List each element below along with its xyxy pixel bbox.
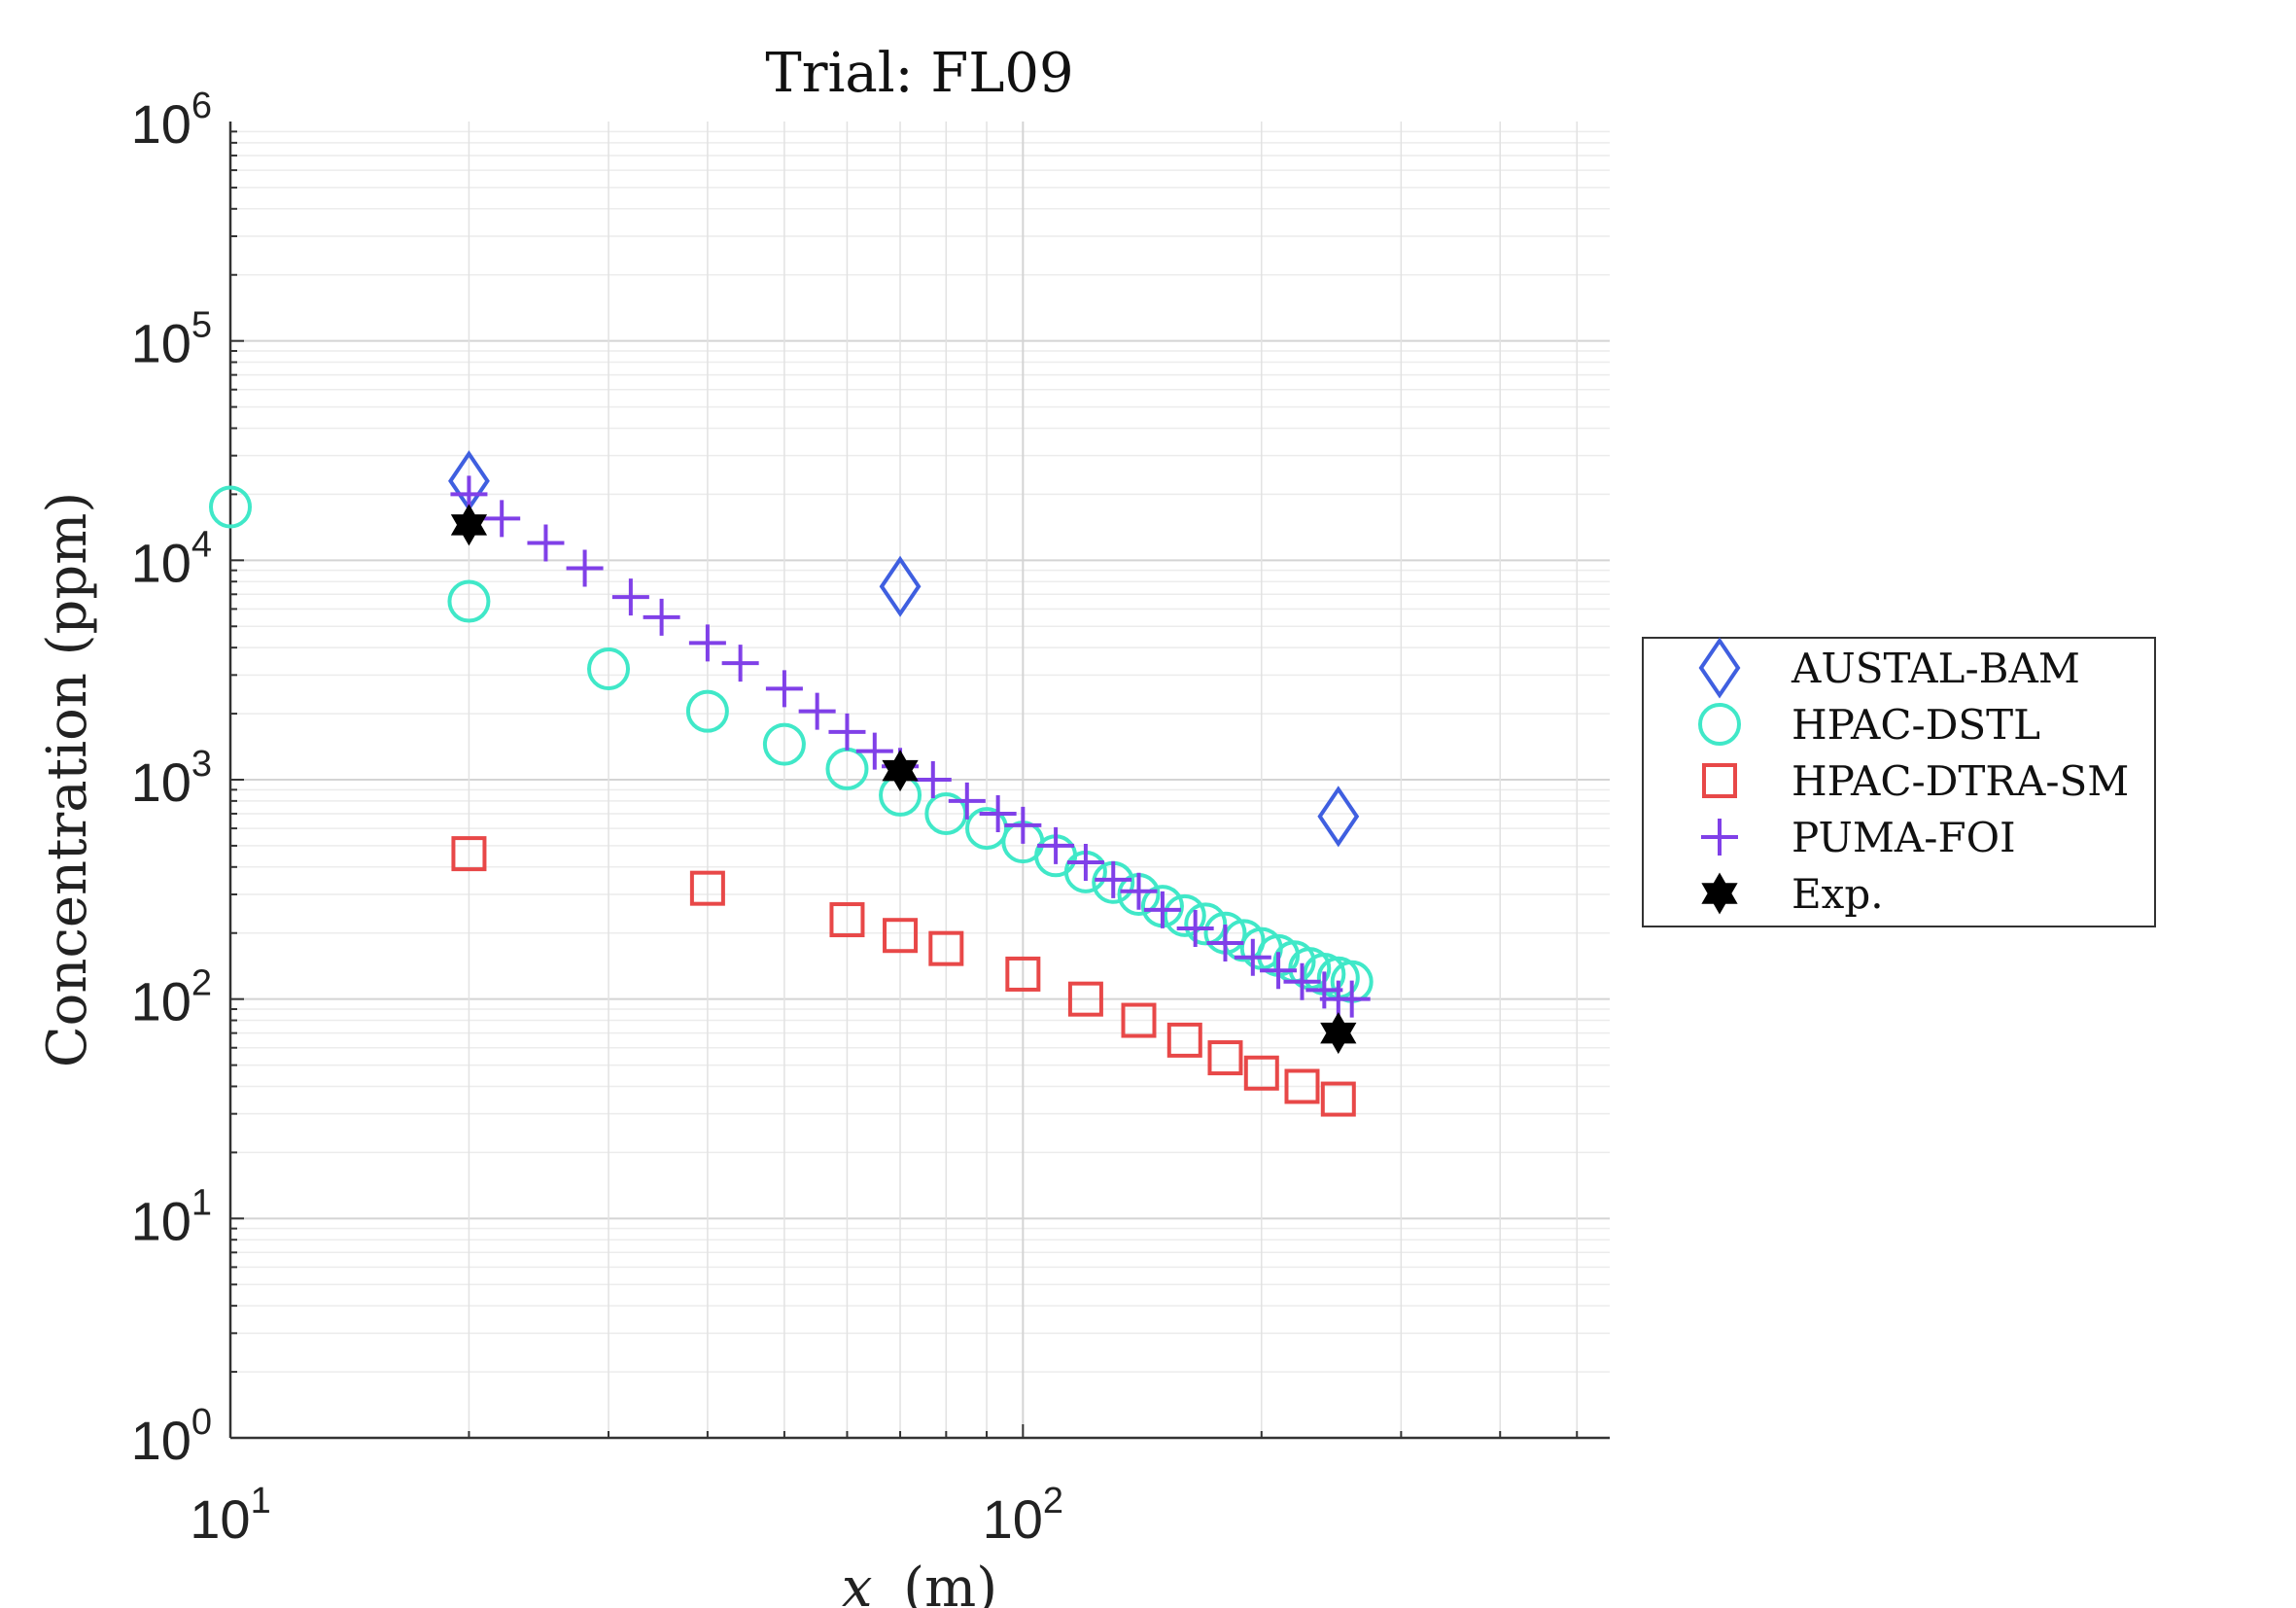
data-point-plus — [1333, 980, 1371, 1018]
y-tick-label: 104 — [131, 524, 212, 593]
x-tick-label: 102 — [983, 1481, 1063, 1550]
legend-entry: HPAC-DTRA-SM — [1702, 757, 2129, 805]
data-point-square — [928, 930, 964, 966]
data-point-plus — [765, 670, 803, 708]
data-point-plus — [1037, 826, 1075, 864]
data-point-plus — [1206, 925, 1244, 962]
data-point-hexagram — [450, 504, 488, 546]
legend-label: Exp. — [1792, 870, 1884, 918]
legend-entry: Exp. — [1701, 870, 1884, 918]
data-point-plus — [1176, 909, 1214, 947]
y-tick-label: 103 — [131, 744, 212, 813]
legend: AUSTAL-BAM HPAC-DSTL HPAC-DTRA-SM PUMA-FOI E… — [1642, 637, 2156, 927]
data-point-diamond — [1317, 786, 1360, 848]
data-point-plus — [611, 578, 649, 616]
data-point-plus — [979, 794, 1017, 832]
data-point-plus — [1004, 806, 1042, 844]
data-point-circle — [209, 485, 252, 529]
data-point-circle — [1163, 893, 1206, 937]
legend-marker-circle — [1698, 703, 1741, 746]
data-point-circle — [447, 579, 491, 623]
data-point-plus — [798, 692, 836, 730]
data-point-plus — [1120, 872, 1158, 910]
data-point-plus — [1066, 844, 1104, 882]
data-point-plus — [1260, 952, 1298, 990]
y-tick-label: 105 — [131, 305, 212, 374]
data-point-plus — [855, 732, 893, 770]
x-axis-label: x (m) — [842, 1556, 997, 1608]
data-point-square — [883, 918, 919, 954]
data-point-square — [1320, 1081, 1356, 1117]
legend-marker-diamond — [1698, 637, 1741, 699]
y-tick-label: 100 — [131, 1402, 212, 1471]
data-point-plus — [914, 761, 952, 798]
axes — [228, 122, 1610, 1440]
data-point-plus — [643, 598, 680, 636]
data-point-square — [1121, 1002, 1157, 1038]
y-axis-label: Concentration (ppm) — [36, 492, 99, 1067]
y-tick-label: 101 — [131, 1182, 212, 1251]
legend-marker-square — [1702, 763, 1737, 798]
data-point-square — [451, 836, 487, 872]
legend-label: PUMA-FOI — [1792, 814, 2016, 861]
data-point-plus — [1095, 860, 1132, 898]
data-point-plus — [948, 782, 986, 820]
data-point-square — [689, 870, 725, 906]
legend-marker-plus — [1701, 819, 1738, 856]
data-point-square — [829, 902, 865, 938]
data-point-circle — [762, 722, 806, 766]
data-point-circle — [965, 807, 1009, 851]
data-point-square — [1284, 1068, 1320, 1104]
data-point-circle — [685, 689, 729, 733]
legend-label: HPAC-DTRA-SM — [1792, 757, 2129, 805]
data-point-square — [1067, 981, 1103, 1017]
legend-label: HPAC-DSTL — [1792, 701, 2040, 749]
data-point-plus — [566, 549, 604, 587]
legend-label: AUSTAL-BAM — [1791, 645, 2080, 692]
series-hpac-dtra-sm — [451, 836, 1356, 1117]
data-point-plus — [1283, 962, 1321, 1000]
data-point-circle — [1184, 902, 1228, 946]
y-tick-label: 102 — [131, 963, 212, 1032]
x-tick-label: 101 — [190, 1481, 270, 1550]
series-exp- — [450, 504, 1357, 1055]
data-point-circle — [587, 647, 631, 691]
legend-marker-hexagram — [1701, 872, 1738, 915]
data-point-plus — [483, 500, 521, 538]
series-puma-foi — [450, 475, 1371, 1018]
legend-entry: PUMA-FOI — [1701, 814, 2016, 861]
data-point-plus — [688, 624, 726, 662]
data-point-square — [1166, 1022, 1202, 1058]
legend-entry: HPAC-DSTL — [1698, 701, 2040, 749]
y-tick-label: 106 — [131, 86, 212, 155]
data-point-square — [1207, 1040, 1243, 1076]
data-point-square — [1005, 956, 1041, 992]
data-point-hexagram — [1320, 1012, 1357, 1055]
legend-entry: AUSTAL-BAM — [1698, 637, 2080, 699]
data-point-plus — [721, 645, 759, 682]
data-point-square — [1243, 1055, 1279, 1091]
data-point-plus — [828, 713, 866, 751]
data-point-diamond — [879, 555, 922, 617]
data-point-plus — [1234, 938, 1271, 976]
data-point-plus — [1143, 891, 1181, 928]
data-point-plus — [527, 524, 565, 562]
grid — [230, 122, 1610, 1439]
chart-title: Trial: FL09 — [765, 42, 1073, 105]
data-point-hexagram — [882, 750, 919, 792]
data-series — [209, 450, 1374, 1117]
tick-labels: 100 101 102 103 104 105 106 101 102 — [131, 86, 1064, 1550]
